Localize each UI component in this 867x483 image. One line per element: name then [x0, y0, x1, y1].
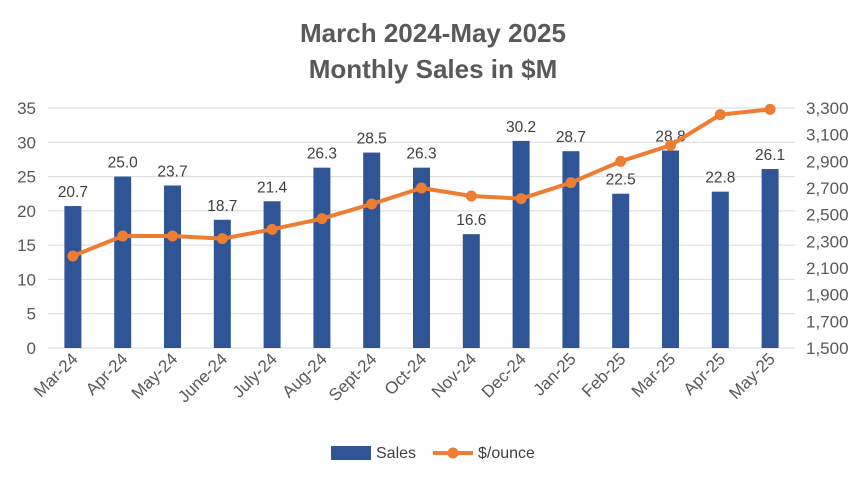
sales-data-label: 20.7 — [58, 184, 88, 201]
legend-label-sales: Sales — [376, 445, 416, 462]
sales-bar — [114, 176, 132, 348]
legend-swatch-price-marker — [447, 447, 459, 459]
chart-title: March 2024-May 2025 Monthly Sales in $M — [300, 18, 566, 84]
left-axis-tick-label: 20 — [17, 202, 36, 221]
price-marker — [167, 230, 178, 242]
sales-data-label: 21.4 — [257, 179, 288, 196]
sales-bar — [462, 234, 480, 348]
x-axis-tick-labels: Mar-24 Apr-24May-24June-24July-24Aug-24Se… — [30, 349, 779, 406]
right-axis-tick-label: 2,100 — [806, 259, 849, 278]
x-axis-tick-label: Nov-24 — [428, 349, 480, 401]
sales-data-label: 26.3 — [406, 146, 436, 163]
sales-data-label: 23.7 — [157, 163, 187, 180]
price-marker — [316, 213, 328, 225]
price-marker — [714, 109, 726, 121]
legend-swatch-sales — [331, 446, 371, 460]
right-axis-tick-label: 2,500 — [806, 206, 849, 225]
chart-title-line-2: Monthly Sales in $M — [309, 54, 558, 84]
legend-label-price: $/ounce — [478, 445, 535, 462]
sales-data-label: 26.1 — [755, 147, 785, 164]
price-marker — [665, 139, 676, 151]
sales-bar — [313, 167, 331, 348]
right-axis-tick-label: 1,900 — [806, 286, 849, 305]
sales-bar — [711, 191, 729, 348]
sales-bar — [263, 201, 281, 348]
x-axis-tick-label: Sept-24 — [325, 349, 381, 405]
right-axis-tick-label: 2,900 — [806, 152, 849, 171]
sales-bar — [662, 150, 679, 348]
left-axis-tick-label: 35 — [17, 99, 36, 118]
right-axis-tick-label: 1,700 — [806, 312, 849, 331]
x-axis-tick-label: May-24 — [128, 349, 182, 403]
x-axis-tick-label: Oct-24 — [381, 349, 431, 399]
price-marker — [615, 155, 627, 167]
right-axis-tick-label: 2,300 — [806, 232, 849, 251]
sales-bar — [164, 185, 181, 348]
sales-data-label: 16.6 — [456, 212, 486, 229]
price-marker — [764, 103, 776, 115]
sales-bar — [413, 167, 430, 348]
price-marker — [416, 182, 427, 194]
price-marker — [117, 230, 129, 242]
left-axis-tick-label: 5 — [27, 305, 36, 324]
right-axis-tick-label: 3,300 — [806, 99, 849, 118]
x-axis-tick-label: Apr-25 — [680, 349, 730, 399]
sales-bar — [363, 152, 381, 348]
left-axis-tick-label: 25 — [17, 168, 36, 187]
price-marker — [515, 193, 527, 205]
price-marker — [366, 198, 378, 210]
price-marker — [565, 177, 577, 189]
x-axis-tick-label: Jan-25 — [530, 349, 580, 399]
x-axis-tick-label: June-24 — [174, 349, 231, 406]
x-axis-tick-label: July-24 — [229, 349, 281, 401]
chart-title-line-1: March 2024-May 2025 — [300, 18, 566, 48]
right-axis-tick-label: 1,500 — [806, 339, 849, 358]
sales-data-labels: 20.7 25.0 23.7 18.7 21.4 26.3 28.5 26.3 16.6 30.2… — [58, 119, 785, 229]
sales-bar — [761, 169, 779, 348]
sales-bars — [64, 140, 779, 348]
price-marker — [216, 233, 228, 245]
left-axis-tick-label: 15 — [17, 236, 36, 255]
right-axis-tick-label: 3,100 — [806, 126, 849, 145]
price-marker — [67, 250, 79, 262]
sales-data-label: 18.7 — [207, 198, 237, 215]
sales-data-label: 26.3 — [307, 146, 337, 163]
x-axis-tick-label: Feb-25 — [578, 349, 630, 401]
x-axis-tick-label: Apr-24 — [82, 349, 132, 399]
sales-data-label: 28.7 — [556, 129, 586, 146]
x-axis-tick-label: May-25 — [725, 349, 779, 403]
left-axis-tick-label: 10 — [17, 270, 36, 289]
x-axis-tick-label: Mar-24 — [30, 349, 82, 401]
x-axis-tick-label: Aug-24 — [279, 349, 331, 401]
sales-data-label: 25.0 — [108, 155, 139, 172]
x-axis-tick-label: Dec-24 — [478, 349, 530, 401]
sales-bar — [612, 193, 630, 348]
right-axis-tick-labels: 1,500 1,700 1,900 2,100 2,300 2,500 2,700 2,900… — [806, 99, 849, 358]
chart-legend: Sales $/ounce — [331, 445, 535, 462]
left-axis-tick-label: 0 — [27, 339, 36, 358]
sales-bar — [64, 206, 82, 348]
price-marker — [266, 223, 278, 235]
sales-data-label: 30.2 — [506, 119, 536, 136]
sales-data-label: 22.5 — [606, 172, 636, 189]
sales-data-label: 28.5 — [357, 131, 387, 148]
right-axis-tick-label: 2,700 — [806, 179, 849, 198]
sales-bar — [213, 219, 231, 348]
price-line-series — [67, 103, 776, 262]
sales-data-label: 22.8 — [705, 170, 735, 187]
left-axis-tick-labels: 0 5 10 15 20 25 30 35 — [17, 99, 36, 358]
price-marker — [465, 190, 477, 202]
sales-bar — [562, 151, 580, 348]
sales-bar — [512, 140, 530, 348]
x-axis-tick-label: Mar-25 — [628, 349, 680, 401]
left-axis-tick-label: 30 — [17, 133, 36, 152]
